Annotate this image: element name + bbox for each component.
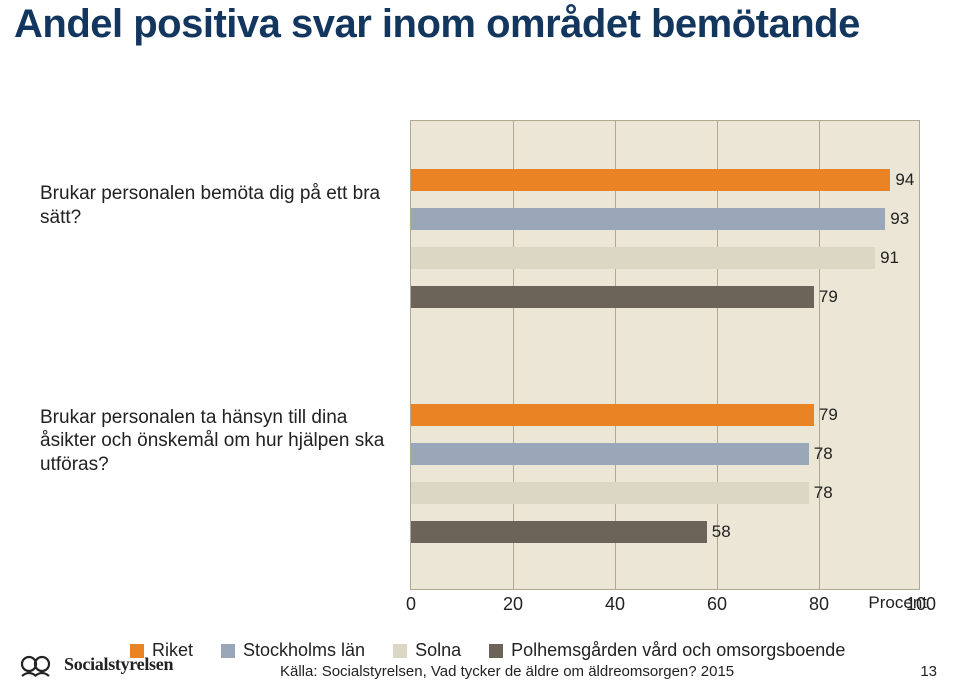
bar [411, 247, 875, 269]
gridline [513, 121, 514, 589]
bar [411, 169, 890, 191]
bar-value: 93 [890, 209, 909, 229]
legend-item: Stockholms län [221, 640, 365, 661]
x-tick: 60 [707, 594, 727, 615]
x-tick: 80 [809, 594, 829, 615]
category-label: Brukar personalen bemöta dig på ett bra … [40, 159, 390, 253]
logo-text: Socialstyrelsen [64, 654, 173, 675]
page-number: 13 [920, 663, 937, 680]
bar-value: 91 [880, 248, 899, 268]
gridline [819, 121, 820, 589]
page-title: Andel positiva svar inom området bemötan… [14, 2, 939, 46]
bar-value: 78 [814, 444, 833, 464]
legend-label: Polhemsgården vård och omsorgsboende [511, 640, 845, 661]
bar [411, 443, 809, 465]
legend-swatch [221, 644, 235, 658]
legend-label: Stockholms län [243, 640, 365, 661]
x-tick: 40 [605, 594, 625, 615]
bar [411, 521, 707, 543]
gridline [717, 121, 718, 589]
legend: RiketStockholms länSolnaPolhemsgården vå… [130, 640, 919, 661]
bar-value: 79 [819, 287, 838, 307]
bar [411, 482, 809, 504]
x-tick: 100 [906, 594, 936, 615]
y-axis-labels: Brukar personalen bemöta dig på ett bra … [40, 120, 410, 590]
legend-item: Polhemsgården vård och omsorgsboende [489, 640, 845, 661]
chart: Brukar personalen bemöta dig på ett bra … [40, 120, 920, 590]
logo-icon [20, 650, 56, 678]
bar-value: 78 [814, 483, 833, 503]
legend-label: Solna [415, 640, 461, 661]
bar [411, 208, 885, 230]
category-label: Brukar personalen ta hänsyn till dina ås… [40, 394, 390, 488]
bar-value: 58 [712, 522, 731, 542]
bar-value: 79 [819, 405, 838, 425]
legend-swatch [489, 644, 503, 658]
bar-value: 94 [895, 170, 914, 190]
gridline [615, 121, 616, 589]
x-tick: 20 [503, 594, 523, 615]
footer-source: Källa: Socialstyrelsen, Vad tycker de äl… [280, 663, 734, 680]
x-tick: 0 [406, 594, 416, 615]
bar [411, 404, 814, 426]
plot-area: Procent 0204060801009493917979787858 [410, 120, 920, 590]
logo: Socialstyrelsen [20, 650, 173, 678]
legend-swatch [393, 644, 407, 658]
bar [411, 286, 814, 308]
legend-item: Solna [393, 640, 461, 661]
